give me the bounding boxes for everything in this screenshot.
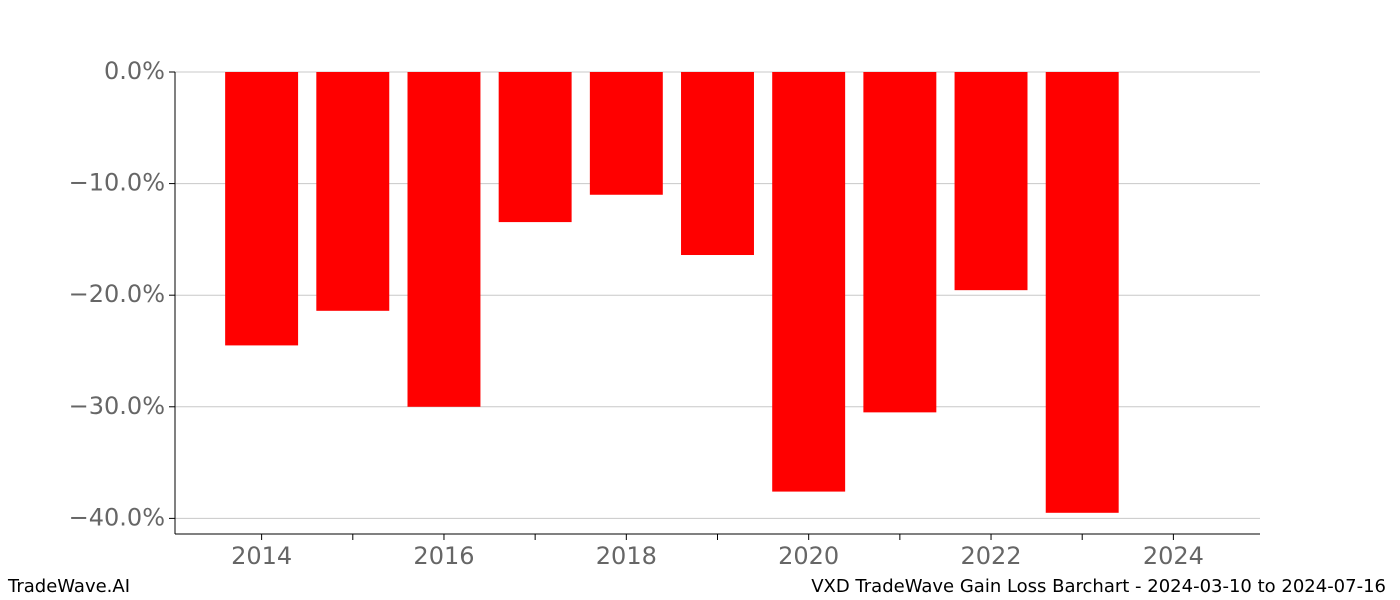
bar bbox=[498, 72, 572, 223]
y-tick-label: −20.0% bbox=[69, 280, 165, 308]
bar bbox=[863, 72, 937, 413]
bar bbox=[1045, 72, 1119, 513]
bar bbox=[954, 72, 1028, 291]
x-tick-label: 2024 bbox=[1143, 542, 1204, 570]
watermark: TradeWave.AI bbox=[7, 576, 130, 597]
bar bbox=[316, 72, 390, 311]
y-tick-label: 0.0% bbox=[104, 57, 165, 85]
y-tick-label: −10.0% bbox=[69, 169, 165, 197]
x-tick-label: 2020 bbox=[778, 542, 839, 570]
bar bbox=[407, 72, 481, 407]
y-tick-label: −30.0% bbox=[69, 392, 165, 420]
x-tick-label: 2014 bbox=[231, 542, 292, 570]
bar bbox=[772, 72, 846, 492]
chart-title: VXD TradeWave Gain Loss Barchart - 2024-… bbox=[811, 576, 1386, 597]
bar bbox=[225, 72, 299, 346]
bar bbox=[681, 72, 754, 256]
x-tick-label: 2022 bbox=[960, 542, 1021, 570]
x-tick-label: 2018 bbox=[596, 542, 657, 570]
y-tick-label: −40.0% bbox=[69, 503, 165, 531]
bar bbox=[589, 72, 663, 195]
x-tick-label: 2016 bbox=[413, 542, 474, 570]
